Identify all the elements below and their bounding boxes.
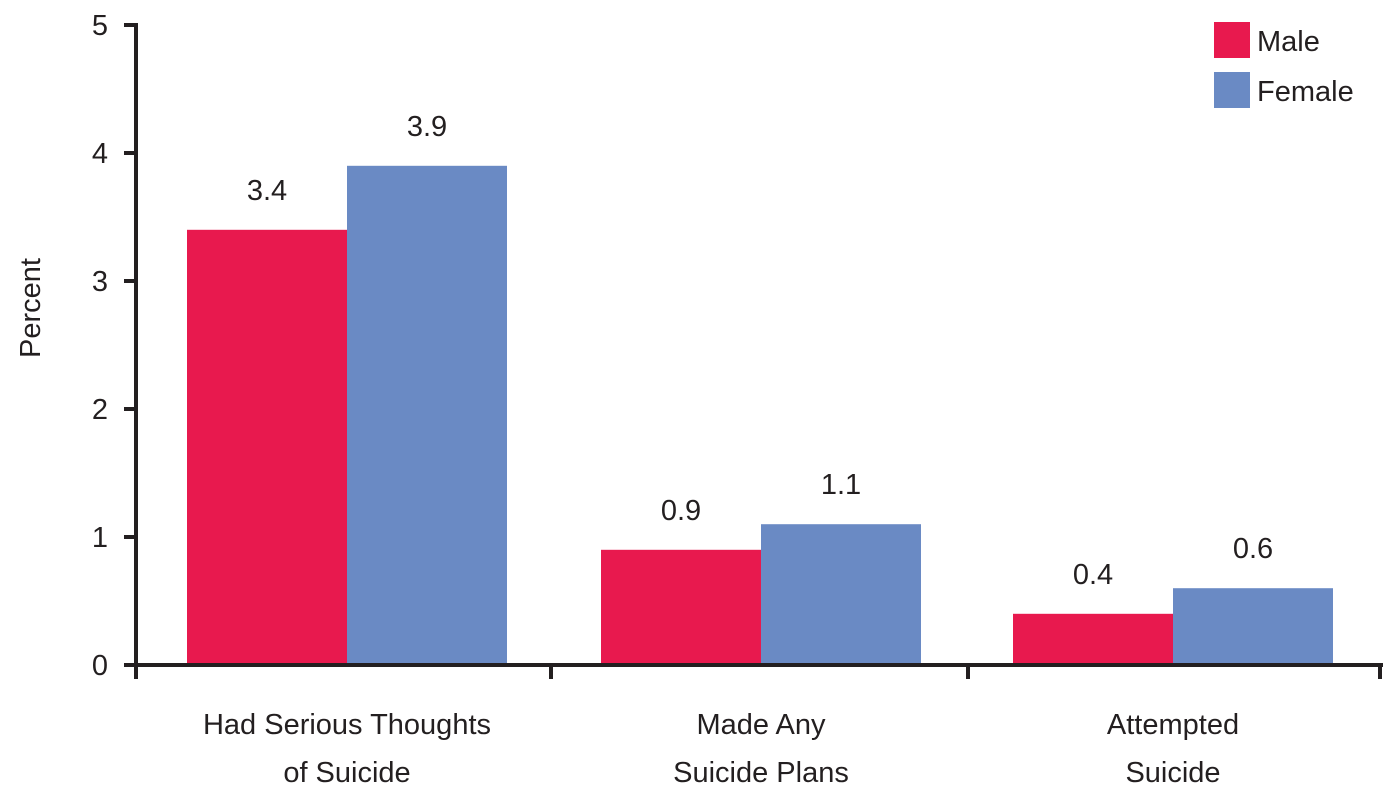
bar-value-label: 1.1 xyxy=(821,469,861,501)
x-axis-category-labels: Had Serious Thoughts of Suicide Made Any Su… xyxy=(203,709,1239,786)
bar-value-label: 0.6 xyxy=(1233,533,1273,565)
x-category-label: Attempted xyxy=(1107,709,1239,741)
y-tick-label: 1 xyxy=(92,522,108,554)
legend: Male Female xyxy=(1214,22,1354,108)
bar-female-0 xyxy=(347,165,507,666)
axes-group xyxy=(124,23,1383,679)
y-axis-title: Percent xyxy=(15,258,47,358)
bars-group xyxy=(187,165,1333,666)
y-axis-ticks: 0 1 2 3 4 5 xyxy=(92,10,136,682)
legend-label-female: Female xyxy=(1257,76,1354,108)
bar-male-1 xyxy=(601,549,761,665)
y-axis-title-group: Percent xyxy=(15,258,47,358)
x-category-label: Suicide xyxy=(1125,757,1220,786)
y-tick-label: 0 xyxy=(92,650,108,682)
legend-swatch-female xyxy=(1214,72,1250,108)
bar-male-0 xyxy=(187,229,347,666)
value-labels-group: 3.4 0.9 0.4 3.9 1.1 0.6 xyxy=(247,111,1273,591)
x-category-label: of Suicide xyxy=(283,757,410,786)
x-category-label: Suicide Plans xyxy=(673,757,849,786)
bar-male-2 xyxy=(1013,613,1173,665)
bar-value-label: 3.9 xyxy=(407,111,447,143)
y-tick-label: 3 xyxy=(92,266,108,298)
bar-value-label: 0.4 xyxy=(1073,559,1113,591)
x-category-label: Made Any xyxy=(697,709,826,741)
y-tick-label: 4 xyxy=(92,138,108,170)
bar-female-2 xyxy=(1173,588,1333,665)
legend-label-male: Male xyxy=(1257,26,1320,58)
legend-swatch-male xyxy=(1214,22,1250,58)
bar-value-label: 3.4 xyxy=(247,175,287,207)
bar-female-1 xyxy=(761,524,921,665)
y-tick-label: 5 xyxy=(92,10,108,42)
y-tick-label: 2 xyxy=(92,394,108,426)
bar-value-label: 0.9 xyxy=(661,495,701,527)
x-category-label: Had Serious Thoughts xyxy=(203,709,491,741)
